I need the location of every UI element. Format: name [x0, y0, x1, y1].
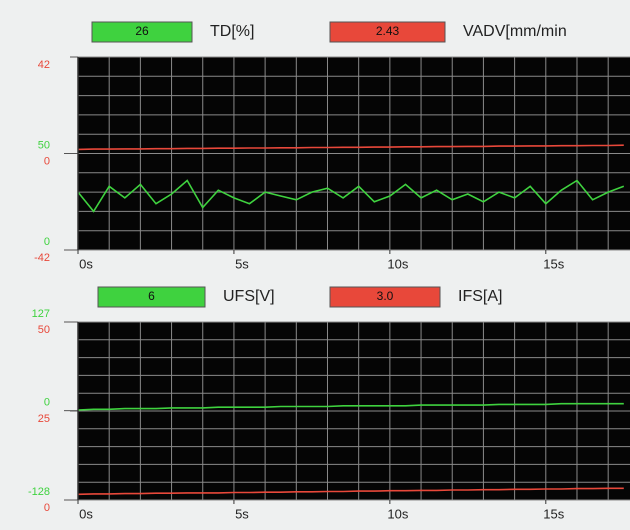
readout-value: 6	[148, 289, 155, 303]
readout-value: 2.43	[376, 24, 400, 38]
y2-tick-label: -42	[34, 252, 50, 264]
y-tick-label: 0	[44, 397, 50, 409]
x-tick-label: 0s	[79, 506, 93, 521]
y-tick-label: 127	[32, 308, 50, 320]
y2-tick-label: 0	[44, 502, 50, 514]
x-tick-label: 10s	[387, 506, 408, 521]
y-tick-label: -128	[28, 486, 50, 498]
legend-label: VADV[mm/min	[463, 23, 567, 40]
x-tick-label: 0s	[79, 256, 93, 271]
readout-value: 3.0	[377, 289, 394, 303]
x-tick-label: 15s	[543, 506, 564, 521]
y-tick-label: 50	[38, 139, 50, 151]
x-tick-label: 5s	[235, 506, 249, 521]
legend-label: TD[%]	[210, 23, 254, 40]
y2-tick-label: 42	[38, 59, 50, 71]
legend-label: UFS[V]	[223, 288, 275, 305]
y2-tick-label: 25	[38, 413, 50, 425]
y-tick-label: 0	[44, 236, 50, 248]
readout-value: 26	[135, 24, 149, 38]
x-tick-label: 10s	[387, 256, 408, 271]
y2-tick-label: 50	[38, 324, 50, 336]
y2-tick-label: 0	[44, 155, 50, 167]
monitor-screen: 0s 5s 10s 15s 0 50 -42 0 42 26 TD[%] 2.43 VADV[mm/mi…	[0, 0, 630, 530]
legend-label: IFS[A]	[458, 288, 502, 305]
x-tick-label: 5s	[235, 256, 249, 271]
x-tick-label: 15s	[543, 256, 564, 271]
